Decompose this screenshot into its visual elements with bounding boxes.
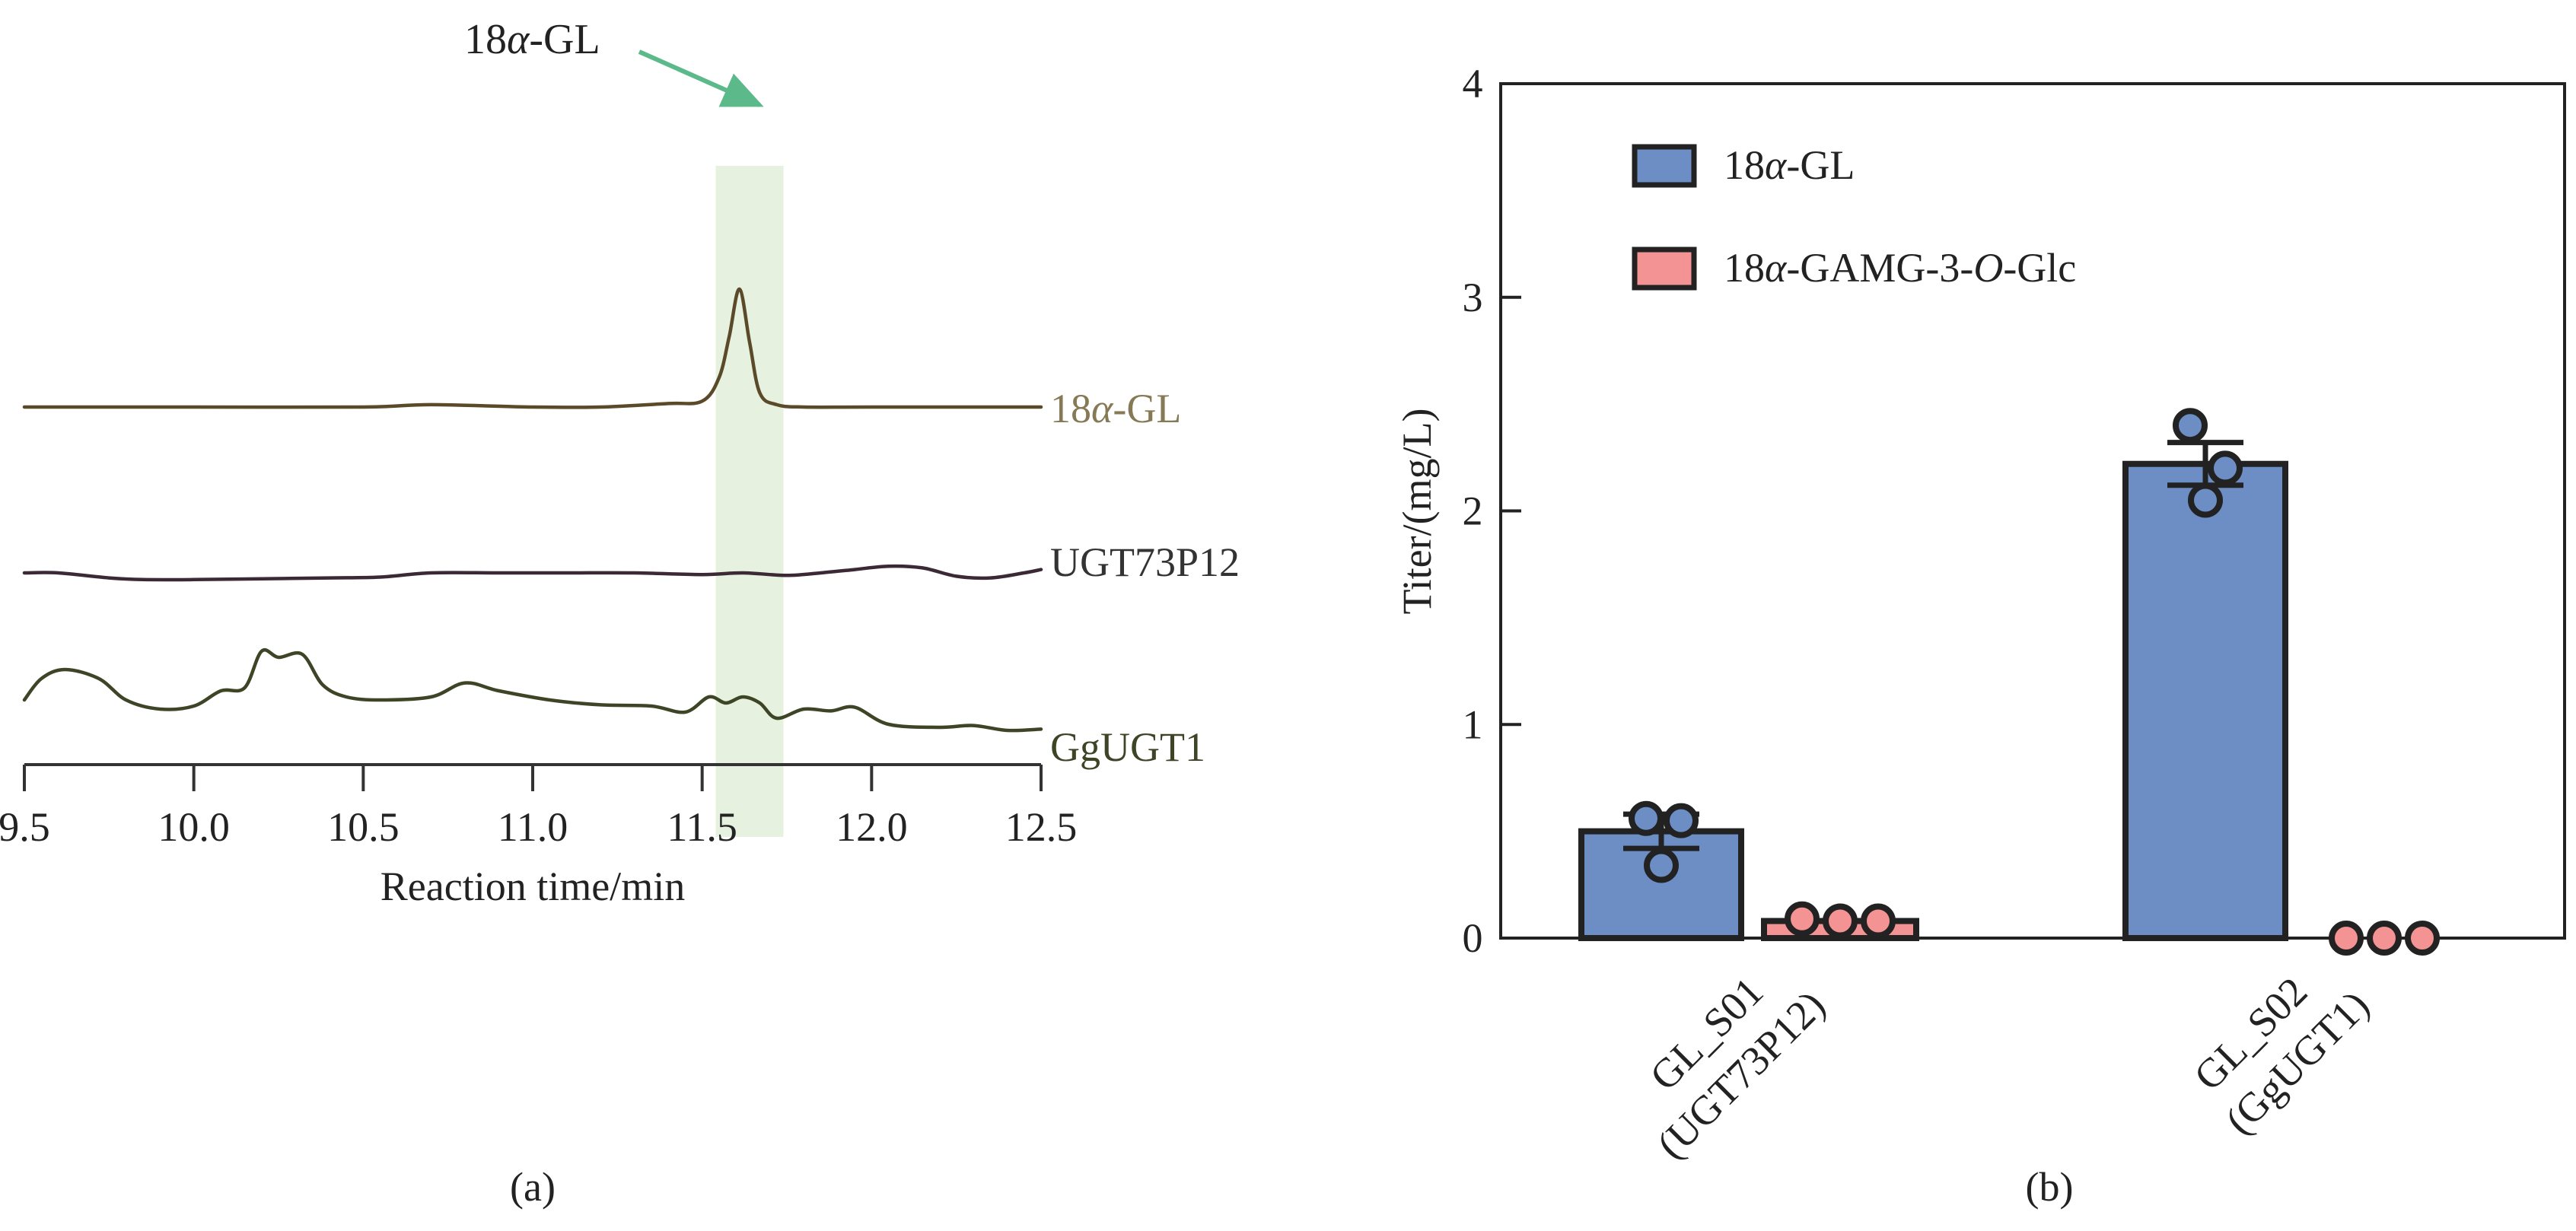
- category-label: GL_S02(GgUGT1): [2185, 969, 2377, 1144]
- trace-label: UGT73P12: [1050, 539, 1240, 585]
- replicate-point: [1785, 901, 1820, 937]
- trace-label: 18α-GL: [1050, 386, 1181, 431]
- trace-18-gl: [22, 287, 1043, 409]
- x-tick-label: 10.5: [327, 804, 400, 850]
- x-tick-label: 10.0: [158, 804, 230, 850]
- legend-item-18a-gamg-3-o-glc: 18α-GAMG-3-O-Glc: [1632, 245, 2076, 291]
- replicate-point: [1664, 803, 1699, 838]
- x-axis-label: Reaction time/min: [381, 864, 685, 909]
- legend-label: 18α-GL: [1724, 142, 1855, 188]
- panel-label-a: (a): [510, 1164, 556, 1210]
- legend-item-18a-gl: 18α-GL: [1632, 142, 1855, 188]
- replicate-point: [1644, 848, 1679, 883]
- x-tick-label: 11.0: [498, 804, 568, 850]
- x-tick-label: 12.5: [1005, 804, 1078, 850]
- y-tick-label: 2: [1463, 488, 1483, 534]
- chromatogram-panel: 18α-GL UGT73P12 GgUGT1 9.5 10.0 10.5 11.0 11.5…: [0, 16, 1240, 1210]
- bar: [2122, 460, 2288, 941]
- legend-swatch: [1632, 247, 1697, 291]
- y-tick-label: 3: [1463, 275, 1483, 320]
- y-axis-ticks: 0 1 2 3 4: [1463, 61, 1521, 961]
- replicate-point: [2405, 921, 2440, 956]
- replicate-points: [1629, 408, 2440, 956]
- legend-swatch: [1632, 144, 1697, 188]
- x-tick-label: 11.5: [667, 804, 737, 850]
- replicate-point: [2367, 921, 2402, 956]
- y-axis-label: Titer/(mg/L): [1394, 408, 1440, 614]
- trace-labels: 18α-GL UGT73P12 GgUGT1: [1050, 386, 1240, 770]
- panel-label-b: (b): [2026, 1164, 2074, 1210]
- replicate-point: [1823, 903, 1858, 939]
- x-tick-label: 9.5: [0, 804, 50, 850]
- legend-label: 18α-GAMG-3-O-Glc: [1724, 245, 2076, 291]
- replicate-point: [2188, 482, 2223, 518]
- trace-ggugt1: [22, 648, 1043, 733]
- replicate-point: [2329, 921, 2364, 956]
- y-tick-label: 1: [1463, 701, 1483, 747]
- legend: 18α-GL 18α-GAMG-3-O-Glc: [1632, 142, 2076, 291]
- y-tick-label: 0: [1463, 915, 1483, 961]
- x-axis-ticks: 9.5 10.0 10.5 11.0 11.5 12.0 12.5: [0, 765, 1077, 850]
- x-tick-label: 12.0: [836, 804, 908, 850]
- y-tick-label: 4: [1463, 61, 1483, 107]
- trace-ugt73p12: [22, 564, 1043, 582]
- replicate-point: [1629, 800, 1664, 836]
- trace-label: GgUGT1: [1050, 724, 1205, 770]
- replicate-point: [2173, 408, 2208, 444]
- peak-highlight-band: [715, 166, 784, 837]
- replicate-point: [1861, 903, 1896, 939]
- replicate-point: [2208, 450, 2243, 486]
- bars: [1578, 460, 2288, 942]
- peak-annotation-label: 18α-GL: [464, 16, 600, 63]
- category-label: GL_S01(UGT73P12): [1641, 969, 1833, 1168]
- peak-annotation-arrow: [638, 49, 764, 107]
- chromatogram-traces: [22, 287, 1043, 733]
- category-labels: GL_S01(UGT73P12) GL_S02(GgUGT1): [1641, 969, 2377, 1168]
